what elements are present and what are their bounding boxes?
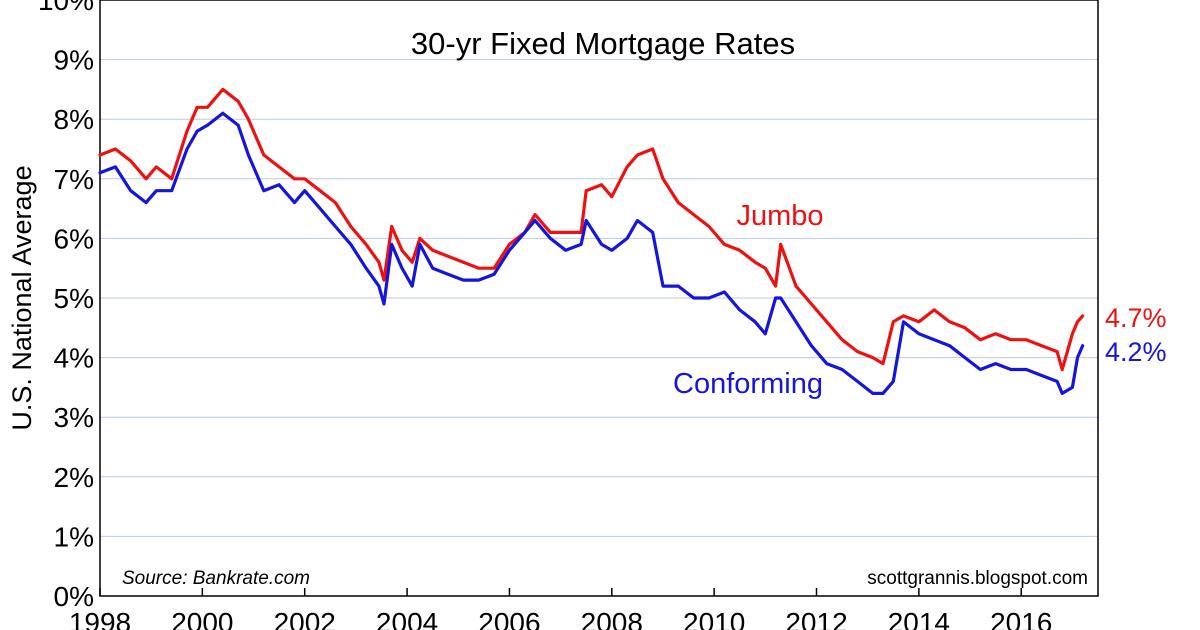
credit-note: scottgrannis.blogspot.com [867,568,1088,589]
conforming-series-label: Conforming [673,368,823,400]
x-tick-label: 2012 [785,607,847,630]
y-tick-label: 5% [54,283,94,314]
x-tick-label: 2016 [990,607,1052,630]
y-tick-label: 10% [38,0,94,16]
conforming-end-value-label: 4.2% [1105,337,1167,367]
source-note: Source: Bankrate.com [122,568,310,589]
x-tick-label: 2006 [478,607,540,630]
x-tick-label: 2014 [888,607,950,630]
y-tick-label: 8% [54,104,94,135]
x-tick-label: 2010 [683,607,745,630]
plot-area-frame [99,0,1099,597]
x-tick-label: 2008 [581,607,643,630]
y-tick-label: 2% [54,462,94,493]
x-tick-label: 2000 [171,607,233,630]
y-tick-label: 1% [54,521,94,552]
jumbo-series-label: Jumbo [736,200,823,232]
x-tick-label: 2002 [274,607,336,630]
chart-title: 30-yr Fixed Mortgage Rates [411,26,795,61]
y-tick-label: 6% [54,223,94,254]
x-tick-label: 1998 [69,607,131,630]
y-axis-label: U.S. National Average [7,165,37,430]
y-tick-label: 9% [54,45,94,76]
x-axis-tick-labels: 1998 2000 2002 2004 2006 2008 2010 2012 2014 2016 [69,607,1053,630]
series-lines [98,87,1085,395]
y-axis-tick-labels: 0% 1% 2% 3% 4% 5% 6% 7% 8% 9% 10% [38,0,94,612]
jumbo-end-value-label: 4.7% [1105,303,1167,333]
y-tick-label: 4% [54,343,94,374]
y-tick-label: 0% [54,581,94,612]
y-tick-label: 7% [54,164,94,195]
jumbo-series-line [98,87,1085,372]
x-tick-label: 2004 [376,607,438,630]
y-tick-label: 3% [54,402,94,433]
conforming-series-line [98,111,1085,395]
